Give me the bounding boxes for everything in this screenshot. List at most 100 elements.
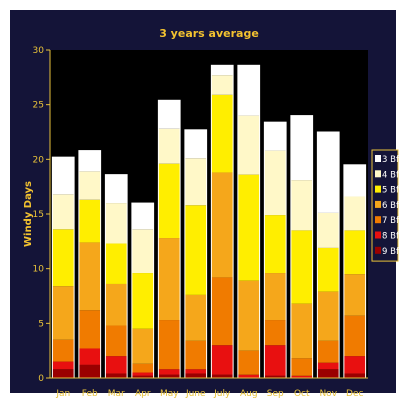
bar-segment-july-8bft — [211, 345, 234, 375]
legend-label-6bft: 6 Bft — [382, 201, 403, 211]
bar-segment-oct-4bft — [290, 180, 313, 231]
bar-segment-mar-4bft — [105, 203, 128, 244]
x-tick-label-mar: Mar — [108, 389, 125, 399]
bar-segment-mar-8bft — [105, 356, 128, 374]
y-tick-label-15: 15 — [33, 210, 44, 220]
x-tick-label-july: July — [213, 389, 231, 399]
bar-segment-nov-8bft — [317, 362, 340, 370]
bar-segment-may-5bft — [158, 163, 181, 239]
bar-segment-june-7bft — [184, 340, 207, 370]
legend-swatch-9bft — [375, 246, 381, 254]
bar-segment-oct-8bft — [290, 375, 313, 378]
y-tick-label-10: 10 — [33, 265, 45, 275]
bar-segment-apr-8bft — [131, 372, 154, 376]
bar-segment-aug-3bft — [237, 65, 260, 116]
chart-title: 3 years average — [159, 27, 259, 40]
bar-segment-apr-4bft — [131, 229, 154, 274]
bar-segment-may-4bft — [158, 128, 181, 164]
bar-segment-apr-5bft — [131, 273, 154, 329]
bar-segment-july-6bft — [211, 172, 234, 278]
y-axis-label: Windy Days — [23, 181, 34, 247]
bar-segment-july-4bft — [211, 75, 234, 95]
bar-segment-apr-6bft — [131, 328, 154, 364]
x-tick-label-jan: Jan — [55, 389, 70, 399]
plot-area — [50, 50, 368, 378]
legend: 3 Bft 4 Bft 5 Bft 6 Bft 7 Bft 8 Bft 9 Bft — [371, 149, 403, 262]
x-tick-label-oct: Oct — [294, 389, 310, 399]
legend-label-8bft: 8 Bft — [382, 232, 403, 242]
bar-segment-jan-5bft — [52, 229, 75, 287]
bar-segment-jan-4bft — [52, 194, 75, 230]
bar-segment-aug-4bft — [237, 115, 260, 175]
bar-segment-apr-3bft — [131, 203, 154, 230]
axes-group: Jan Feb Mar Apr May June July Aug Sep Oct Nov Dec 0 5… — [33, 46, 368, 399]
bar-segment-jan-3bft — [52, 157, 75, 195]
y-tick-label-5: 5 — [38, 319, 44, 329]
bar-segment-mar-3bft — [105, 174, 128, 204]
x-tick-label-dec: Dec — [346, 389, 363, 399]
bar-segment-sep-4bft — [264, 150, 287, 216]
y-tick-label-20: 20 — [33, 155, 45, 165]
bar-segment-june-8bft — [184, 369, 207, 374]
bar-segment-sep-9bft — [264, 375, 287, 378]
legend-label-5bft: 5 Bft — [382, 186, 403, 196]
legend-label-3bft: 3 Bft — [382, 155, 403, 165]
legend-swatch-4bft — [375, 170, 381, 178]
legend-label-4bft: 4 Bft — [382, 170, 403, 180]
bar-segment-feb-4bft — [78, 171, 101, 200]
bar-segment-apr-7bft — [131, 363, 154, 373]
y-tick-label-30: 30 — [33, 46, 45, 56]
bar-segment-sep-6bft — [264, 273, 287, 321]
y-tick-label-0: 0 — [38, 374, 44, 384]
bar-segment-may-6bft — [158, 238, 181, 321]
bar-segment-mar-7bft — [105, 325, 128, 357]
bar-segment-jan-9bft — [52, 369, 75, 378]
bar-segment-sep-8bft — [264, 345, 287, 376]
bar-segment-dec-8bft — [343, 356, 366, 374]
bar-segment-oct-3bft — [290, 115, 313, 181]
bar-segment-nov-7bft — [317, 340, 340, 363]
x-tick-label-nov: Nov — [319, 389, 337, 399]
legend-swatch-5bft — [375, 185, 381, 193]
x-tick-label-sep: Sep — [267, 389, 284, 399]
bar-segment-july-3bft — [211, 65, 234, 76]
bar-segment-may-7bft — [158, 320, 181, 370]
bar-segment-feb-6bft — [78, 242, 101, 311]
bar-segment-feb-5bft — [78, 199, 101, 243]
bar-segment-dec-6bft — [343, 274, 366, 316]
bar-segment-mar-5bft — [105, 243, 128, 284]
bar-segment-jan-7bft — [52, 339, 75, 362]
bar-segment-dec-3bft — [343, 164, 366, 197]
bar-segment-july-7bft — [211, 277, 234, 346]
bar-segment-feb-3bft — [78, 150, 101, 172]
bar-segment-june-9bft — [184, 373, 207, 378]
bar-segment-aug-6bft — [237, 280, 260, 351]
bar-segment-nov-4bft — [317, 212, 340, 248]
bar-segment-jan-6bft — [52, 286, 75, 340]
bar-segment-feb-9bft — [78, 364, 101, 378]
bar-segment-july-9bft — [211, 374, 234, 378]
bar-segment-june-5bft — [184, 205, 207, 295]
x-tick-label-may: May — [160, 389, 179, 399]
bar-segment-mar-9bft — [105, 373, 128, 378]
bar-segment-june-6bft — [184, 294, 207, 341]
bar-segment-sep-5bft — [264, 215, 287, 274]
legend-swatch-8bft — [375, 231, 381, 239]
bar-segment-oct-6bft — [290, 303, 313, 359]
bar-segment-oct-7bft — [290, 358, 313, 376]
bar-segment-sep-3bft — [264, 122, 287, 151]
bar-segment-feb-8bft — [78, 348, 101, 365]
bar-segment-nov-9bft — [317, 369, 340, 378]
bar-segment-mar-6bft — [105, 283, 128, 326]
bar-segment-may-3bft — [158, 100, 181, 129]
x-tick-label-apr: Apr — [135, 389, 151, 399]
legend-label-9bft: 9 Bft — [382, 247, 403, 257]
bar-segment-july-5bft — [211, 94, 234, 173]
bar-segment-apr-9bft — [131, 375, 154, 378]
bar-segment-june-4bft — [184, 158, 207, 206]
bar-segment-may-8bft — [158, 369, 181, 375]
bar-segment-feb-7bft — [78, 310, 101, 349]
bar-segment-june-3bft — [184, 129, 207, 159]
bar-segment-nov-5bft — [317, 247, 340, 292]
